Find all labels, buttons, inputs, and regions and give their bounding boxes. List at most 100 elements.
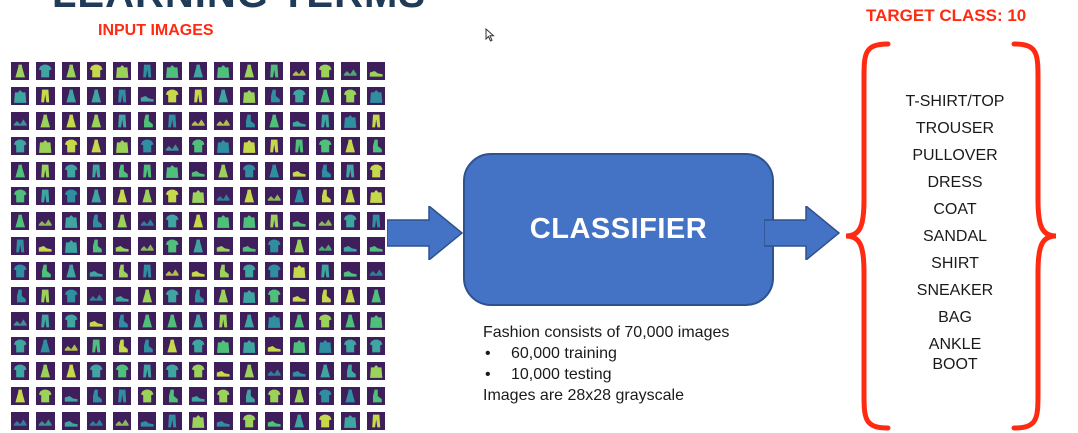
input-image-thumbnail	[315, 262, 335, 280]
input-image-thumbnail	[290, 262, 309, 280]
input-image-thumbnail	[188, 387, 208, 405]
input-image-thumbnail	[112, 287, 131, 305]
input-image-thumbnail	[61, 112, 81, 130]
input-image-thumbnail	[239, 237, 258, 255]
input-image-thumbnail	[61, 62, 81, 80]
bullet-training: • 60,000 training	[485, 345, 617, 362]
input-image-thumbnail	[290, 387, 309, 405]
input-image-thumbnail	[11, 387, 30, 405]
input-image-thumbnail	[36, 262, 55, 280]
input-image-thumbnail	[112, 412, 131, 430]
input-image-thumbnail	[61, 287, 81, 305]
input-image-thumbnail	[188, 237, 208, 255]
input-image-thumbnail	[112, 362, 131, 380]
input-image-thumbnail	[163, 237, 182, 255]
class-item: SNEAKER	[916, 282, 994, 299]
input-image-thumbnail	[163, 337, 182, 355]
input-image-thumbnail	[163, 412, 182, 430]
input-image-thumbnail	[112, 337, 131, 355]
description-intro: Fashion consists of 70,000 images	[483, 324, 730, 341]
output-arrow-icon	[764, 206, 840, 260]
input-image-thumbnail	[290, 137, 309, 155]
input-image-thumbnail	[341, 262, 360, 280]
input-image-thumbnail	[36, 362, 55, 380]
input-image-thumbnail	[112, 112, 131, 130]
input-image-thumbnail	[341, 87, 360, 105]
input-image-thumbnail	[341, 412, 360, 430]
input-image-thumbnail	[112, 212, 131, 230]
input-image-thumbnail	[264, 412, 284, 430]
input-image-thumbnail	[87, 212, 106, 230]
input-image-thumbnail	[137, 137, 157, 155]
input-image-thumbnail	[36, 237, 55, 255]
input-image-thumbnail	[61, 262, 81, 280]
input-image-thumbnail	[366, 362, 385, 380]
input-image-thumbnail	[137, 237, 157, 255]
target-class-heading: TARGET CLASS: 10	[866, 6, 1027, 25]
input-image-thumbnail	[239, 262, 258, 280]
input-image-thumbnail	[11, 287, 30, 305]
input-image-thumbnail	[188, 87, 208, 105]
input-image-thumbnail	[87, 412, 106, 430]
input-image-thumbnail	[112, 187, 131, 205]
input-image-thumbnail	[87, 262, 106, 280]
input-image-thumbnail	[366, 137, 385, 155]
input-image-thumbnail	[188, 137, 208, 155]
input-image-thumbnail	[341, 212, 360, 230]
input-image-thumbnail	[36, 212, 55, 230]
input-image-thumbnail	[290, 112, 309, 130]
input-image-thumbnail	[341, 187, 360, 205]
input-image-thumbnail	[239, 112, 258, 130]
input-image-thumbnail	[214, 387, 233, 405]
input-image-thumbnail	[61, 387, 81, 405]
input-image-thumbnail	[341, 62, 360, 80]
class-item: TROUSER	[915, 120, 995, 137]
input-image-thumbnail	[112, 262, 131, 280]
input-image-thumbnail	[315, 87, 335, 105]
input-image-thumbnail	[264, 362, 284, 380]
input-image-thumbnail	[137, 87, 157, 105]
input-image-thumbnail	[239, 162, 258, 180]
input-image-thumbnail	[315, 162, 335, 180]
input-image-thumbnail	[341, 162, 360, 180]
input-image-thumbnail	[315, 287, 335, 305]
input-image-thumbnail	[11, 362, 30, 380]
input-image-thumbnail	[163, 187, 182, 205]
input-image-thumbnail	[137, 387, 157, 405]
input-image-thumbnail	[61, 362, 81, 380]
input-image-thumbnail	[87, 337, 106, 355]
class-item: BAG	[938, 309, 972, 326]
input-image-thumbnail	[137, 212, 157, 230]
input-image-thumbnail	[87, 62, 106, 80]
input-image-thumbnail	[290, 62, 309, 80]
input-image-thumbnail	[315, 362, 335, 380]
input-image-thumbnail	[264, 62, 284, 80]
input-image-thumbnail	[264, 187, 284, 205]
input-image-thumbnail	[188, 187, 208, 205]
input-image-thumbnail	[341, 387, 360, 405]
input-image-thumbnail	[315, 312, 335, 330]
input-image-thumbnail	[112, 62, 131, 80]
input-arrow-icon	[387, 206, 463, 260]
input-image-thumbnail	[188, 412, 208, 430]
input-image-thumbnail	[137, 362, 157, 380]
input-image-thumbnail	[214, 137, 233, 155]
dataset-description: Fashion consists of 70,000 images • 60,00…	[483, 322, 729, 406]
input-image-thumbnail	[315, 62, 335, 80]
input-image-thumbnail	[163, 312, 182, 330]
input-image-thumbnail	[137, 62, 157, 80]
input-image-thumbnail	[239, 187, 258, 205]
classifier-box: CLASSIFIER	[463, 153, 774, 306]
input-image-thumbnail	[290, 162, 309, 180]
input-image-thumbnail	[137, 262, 157, 280]
input-image-thumbnail	[112, 312, 131, 330]
mouse-pointer-icon	[485, 28, 495, 42]
input-image-thumbnail	[341, 362, 360, 380]
input-image-thumbnail	[264, 212, 284, 230]
input-image-thumbnail	[366, 87, 385, 105]
input-image-thumbnail	[366, 212, 385, 230]
input-image-thumbnail	[366, 237, 385, 255]
class-item: PULLOVER	[912, 147, 998, 164]
input-image-thumbnail	[36, 87, 55, 105]
input-image-thumbnail	[112, 162, 131, 180]
